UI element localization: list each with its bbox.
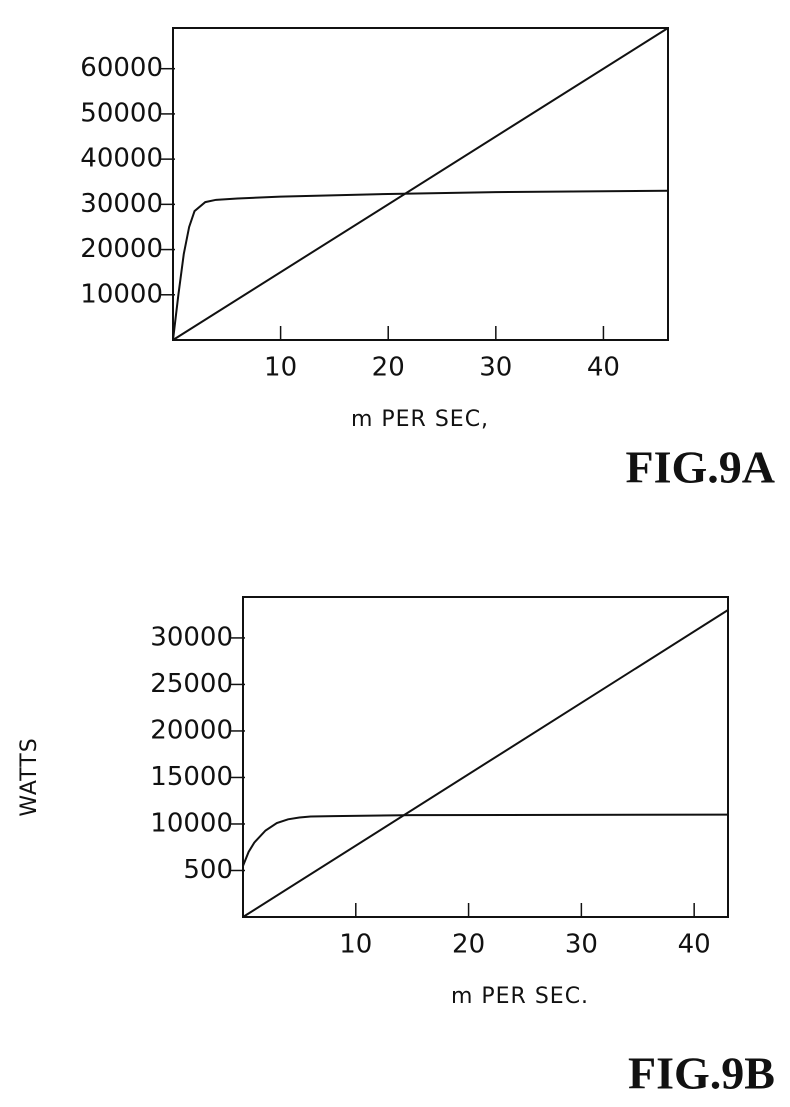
x-tick-label: 10 xyxy=(339,930,372,960)
data-line xyxy=(172,189,669,341)
x-axis-label: m PER SEC, xyxy=(351,407,489,432)
y-tick-label: 500 xyxy=(183,855,233,885)
y-tick-label: 15000 xyxy=(150,762,233,792)
x-tick-label: 40 xyxy=(678,930,711,960)
data-line xyxy=(242,813,729,867)
figure-title: FIG.9B xyxy=(628,1048,775,1099)
y-tick-label: 30000 xyxy=(150,622,233,652)
x-tick-label: 40 xyxy=(587,353,620,383)
plot-frame xyxy=(172,27,669,341)
x-axis-label: m PER SEC. xyxy=(451,984,589,1009)
data-line xyxy=(172,27,669,341)
y-tick-label: 20000 xyxy=(150,715,233,745)
x-tick-label: 10 xyxy=(264,353,297,383)
y-axis-label: WATTS xyxy=(17,737,42,816)
x-tick-label: 30 xyxy=(479,353,512,383)
y-tick-label: 10000 xyxy=(80,279,163,309)
x-tick-label: 30 xyxy=(565,930,598,960)
data-line xyxy=(242,609,729,918)
figure-title: FIG.9A xyxy=(626,442,776,493)
y-tick-label: 20000 xyxy=(80,234,163,264)
y-tick-label: 40000 xyxy=(80,144,163,174)
y-tick-label: 30000 xyxy=(80,189,163,219)
y-tick-label: 25000 xyxy=(150,669,233,699)
x-tick-label: 20 xyxy=(372,353,405,383)
y-tick-label: 50000 xyxy=(80,98,163,128)
y-tick-label: 10000 xyxy=(150,808,233,838)
x-tick-label: 20 xyxy=(452,930,485,960)
plot-frame xyxy=(242,596,729,918)
y-tick-label: 60000 xyxy=(80,53,163,83)
